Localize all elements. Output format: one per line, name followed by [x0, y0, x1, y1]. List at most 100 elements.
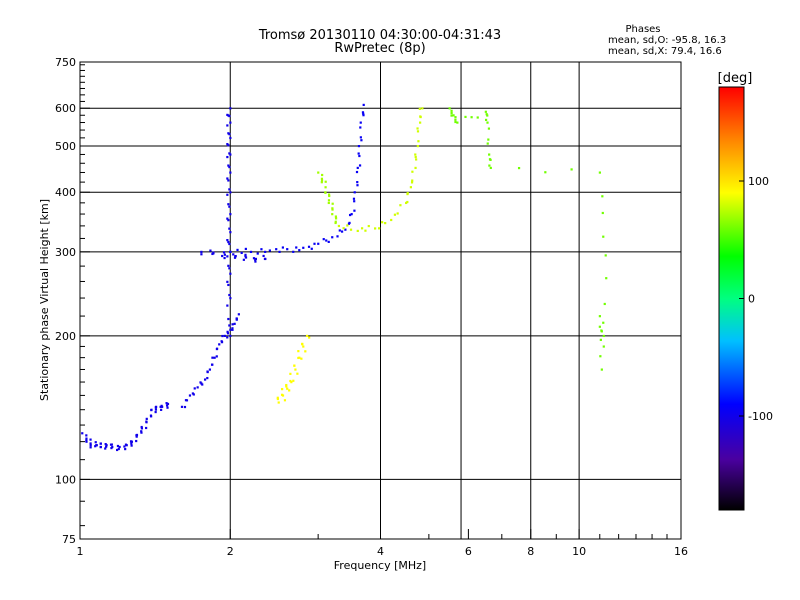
grid-lines — [80, 62, 681, 539]
data-point — [180, 405, 184, 408]
data-point — [229, 153, 232, 156]
data-point — [81, 432, 84, 435]
data-point — [355, 170, 359, 174]
data-point — [264, 250, 267, 253]
data-point — [356, 166, 359, 170]
data-point — [288, 389, 291, 392]
data-point — [334, 217, 338, 220]
data-point — [346, 224, 349, 227]
data-point — [221, 254, 224, 258]
data-point — [231, 323, 234, 326]
data-point — [348, 221, 351, 225]
data-point — [228, 227, 231, 230]
data-point — [125, 444, 128, 447]
data-point — [228, 165, 231, 169]
data-point — [421, 107, 424, 110]
data-point — [193, 387, 196, 390]
data-point — [99, 442, 102, 445]
data-point — [393, 213, 397, 216]
data-point — [85, 434, 88, 437]
data-point — [201, 383, 204, 386]
data-point — [417, 140, 420, 143]
data-point — [208, 368, 212, 371]
y-tick-label-1: 100 — [55, 473, 76, 486]
data-point — [298, 249, 301, 252]
data-point — [456, 121, 459, 124]
data-point — [226, 113, 229, 116]
y-tick-label-3: 300 — [55, 246, 76, 259]
data-point — [226, 332, 230, 335]
data-point — [262, 254, 265, 258]
data-point — [183, 405, 187, 409]
data-point — [340, 230, 344, 233]
data-point — [544, 171, 547, 174]
data-point — [336, 235, 339, 238]
data-point — [231, 327, 234, 330]
data-point — [350, 213, 353, 216]
data-point — [399, 204, 402, 207]
data-point — [331, 202, 334, 205]
data-point — [360, 227, 364, 230]
data-point — [85, 440, 88, 443]
data-point — [268, 249, 271, 252]
colorbar-ticks: 100 0 -100 — [739, 175, 773, 423]
data-point — [237, 313, 240, 316]
data-point — [454, 118, 457, 121]
data-point — [308, 336, 311, 339]
data-point — [228, 293, 231, 297]
data-point — [296, 372, 299, 375]
data-point — [414, 155, 417, 159]
data-point — [337, 224, 341, 228]
data-point — [203, 378, 207, 381]
data-point — [297, 350, 300, 353]
data-point — [448, 107, 451, 110]
data-point — [218, 343, 221, 346]
data-point — [150, 408, 153, 411]
data-point — [286, 248, 289, 251]
data-point — [110, 446, 113, 450]
data-point — [357, 144, 361, 148]
data-point — [229, 107, 232, 110]
data-point — [302, 246, 305, 249]
data-point — [488, 153, 491, 156]
data-point — [244, 253, 247, 256]
y-tick-label-2: 200 — [55, 330, 76, 343]
data-point — [290, 381, 293, 384]
phases-o-stats: mean, sd,O: -95.8, 16.3 — [608, 35, 726, 46]
data-point — [111, 445, 114, 449]
data-point — [353, 191, 356, 194]
data-point — [89, 438, 92, 441]
data-point — [322, 238, 325, 241]
data-point — [416, 144, 419, 148]
data-point — [222, 251, 226, 254]
data-point — [411, 170, 414, 173]
data-point — [602, 334, 605, 338]
data-point — [130, 442, 133, 445]
data-point — [206, 370, 209, 374]
data-point — [452, 114, 455, 117]
data-point — [598, 171, 601, 174]
data-point — [105, 445, 108, 448]
colorbar-tick-label-0: 100 — [748, 175, 769, 188]
data-point — [331, 236, 334, 239]
data-point — [352, 197, 356, 200]
data-point — [161, 405, 164, 408]
data-point — [227, 203, 230, 206]
data-point — [307, 245, 311, 248]
data-point — [450, 109, 453, 112]
data-point — [487, 127, 491, 130]
data-point — [211, 356, 214, 359]
data-point — [229, 171, 232, 174]
data-point — [200, 253, 203, 256]
data-point — [599, 355, 602, 358]
data-point — [599, 338, 602, 341]
data-point — [360, 139, 363, 142]
data-point — [227, 179, 230, 182]
data-point — [601, 195, 604, 198]
data-point — [367, 224, 370, 228]
data-point — [227, 144, 230, 147]
colorbar-tick-label-2: -100 — [748, 410, 773, 423]
data-point — [140, 431, 143, 434]
data-point — [264, 257, 267, 261]
data-point — [283, 399, 287, 402]
